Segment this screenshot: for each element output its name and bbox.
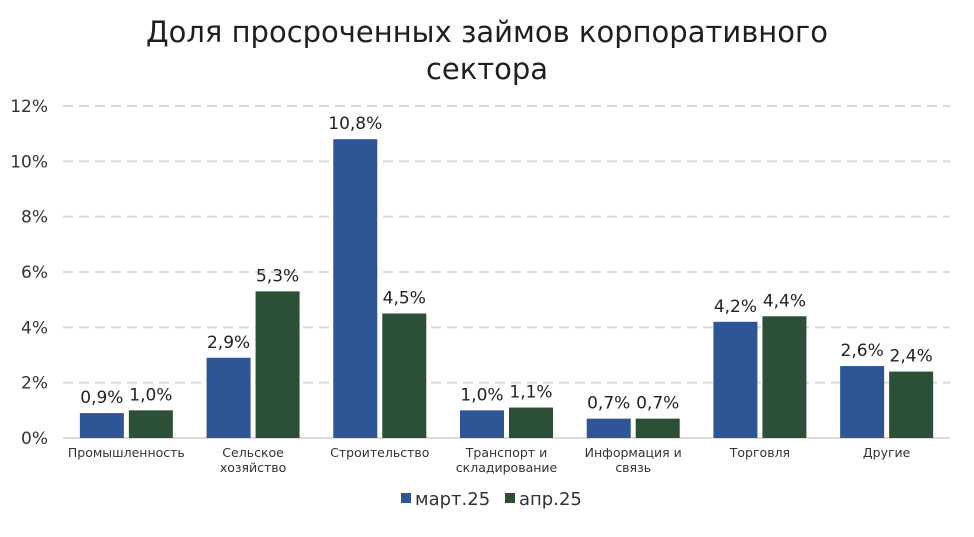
data-label: 1,1%: [509, 383, 552, 403]
data-label: 2,9%: [207, 333, 250, 353]
legend: март.25 апр.25: [401, 489, 582, 510]
y-tick-label: 12%: [10, 97, 48, 117]
bar: [206, 357, 251, 438]
y-tick-label: 2%: [21, 374, 48, 394]
category-label: связь: [615, 460, 651, 475]
y-tick-label: 4%: [21, 318, 48, 338]
gridlines: [63, 105, 950, 439]
bar: [255, 291, 300, 438]
data-label: 4,4%: [763, 291, 806, 311]
category-label: Торговля: [729, 445, 790, 460]
bar: [635, 418, 680, 438]
category-label: Транспорт и: [465, 445, 547, 460]
bar: [128, 410, 173, 438]
bar: [889, 371, 934, 438]
bar: [382, 313, 427, 438]
bar: [509, 407, 553, 438]
data-labels: 0,9% 1,0% 2,9% 5,3% 10,8% 4,5% 1,0% 1,1% 0,7% 0,7…: [80, 114, 932, 413]
data-label: 0,7%: [636, 394, 679, 414]
bar: [713, 321, 758, 438]
category-label: Промышленность: [68, 445, 185, 460]
bar: [333, 139, 378, 438]
data-label: 0,9%: [80, 388, 123, 408]
y-tick-label: 8%: [21, 208, 48, 228]
legend-label: апр.25: [519, 489, 582, 510]
data-label: 4,5%: [383, 289, 426, 309]
legend-swatch: [505, 493, 515, 503]
chart-title: Доля просроченных займов корпоративного …: [120, 14, 854, 88]
data-label: 1,0%: [460, 385, 503, 405]
bar: [840, 366, 885, 438]
bar: [762, 316, 807, 438]
bar: [460, 410, 504, 438]
category-label: складирование: [456, 460, 558, 475]
y-tick-label: 0%: [21, 429, 48, 449]
data-label: 10,8%: [328, 114, 382, 134]
legend-swatch: [401, 493, 411, 503]
data-label: 1,0%: [129, 385, 172, 405]
bars: [79, 139, 934, 438]
category-label: Другие: [863, 445, 911, 460]
chart-title-line-1: Доля просроченных займов корпоративного: [145, 15, 828, 49]
legend-label: март.25: [415, 489, 490, 510]
data-label: 5,3%: [256, 266, 299, 286]
category-label: хозяйство: [220, 460, 287, 475]
bar: [79, 413, 124, 438]
y-tick-label: 10%: [10, 152, 48, 172]
category-label: Информация и: [585, 445, 682, 460]
bar: [586, 418, 631, 438]
category-label: Строительство: [330, 445, 429, 460]
y-tick-label: 6%: [21, 263, 48, 283]
data-label: 2,6%: [841, 341, 884, 361]
category-label: Сельское: [222, 445, 284, 460]
data-label: 0,7%: [587, 394, 630, 414]
data-label: 2,4%: [890, 347, 933, 367]
chart-title-line-2: сектора: [425, 52, 549, 86]
y-axis-ticks: 0% 2% 4% 6% 8% 10% 12%: [10, 97, 48, 449]
data-label: 4,2%: [714, 297, 757, 317]
